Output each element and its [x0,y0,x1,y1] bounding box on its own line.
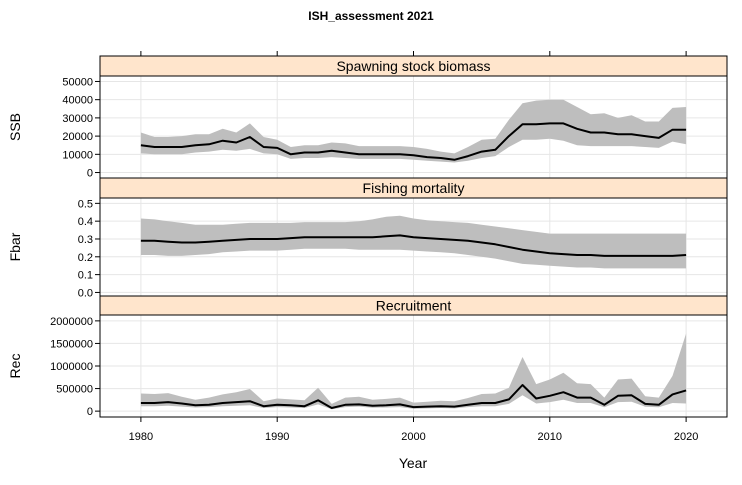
y-tick-label-ssb-2: 20000 [62,131,93,143]
strip-label-rec: Recruitment [376,298,452,314]
y-tick-label-fbar-2: 0.2 [78,252,93,264]
x-tick-label-2: 2000 [401,431,425,443]
median-line-fbar [140,234,687,257]
strip-label-ssb: Spawning stock biomass [336,58,490,74]
panel-ssb: Spawning stock biomass 0 10000 20000 30000 40… [7,55,728,180]
median-line-rec [140,384,687,409]
y-tick-label-ssb-5: 50000 [62,76,93,88]
y-tick-label-rec-4: 2000000 [50,316,93,328]
chart-title: ISH_assessment 2021 [308,9,434,23]
y-tick-label-rec-1: 500000 [56,384,93,396]
y-tick-label-fbar-4: 0.4 [78,216,93,228]
y-tick-label-fbar-5: 0.5 [78,198,93,210]
y-tick-label-rec-0: 0 [87,406,93,418]
strip-label-fbar: Fishing mortality [363,180,465,196]
y-tick-label-ssb-3: 30000 [62,113,93,125]
ci-band-fbar [140,215,687,269]
y-tick-label-fbar-1: 0.1 [78,270,93,282]
x-tick-label-0: 1980 [129,431,153,443]
panel-rec: Recruitment 0 500000 1000000 1500000 2000000 R… [7,295,728,418]
y-axis-title-fbar: Fbar [7,232,23,261]
median-line-ssb [140,122,687,161]
y-tick-label-fbar-0: 0.0 [78,287,93,299]
y-tick-label-fbar-3: 0.3 [78,234,93,246]
y-tick-label-rec-3: 1500000 [50,338,93,350]
y-tick-label-ssb-0: 0 [87,168,93,180]
chart-panels: Spawning stock biomass 0 10000 20000 30000 40… [7,55,728,418]
x-axis-title: Year [399,455,428,471]
y-tick-label-ssb-4: 40000 [62,95,93,107]
x-tick-label-1: 1990 [265,431,289,443]
y-axis-title-ssb: SSB [7,113,23,141]
panel-fbar: Fishing mortality 0.0 0.1 0.2 0.3 0.4 0.5 Fbar [7,177,728,299]
y-tick-label-ssb-1: 10000 [62,149,93,161]
y-tick-label-rec-2: 1000000 [50,361,93,373]
x-tick-label-4: 2020 [674,431,698,443]
x-axis: 1980 1990 2000 2010 2020 [129,51,698,443]
y-axis-title-rec: Rec [7,354,23,379]
ci-band-ssb [140,99,687,163]
ci-band-rec [140,333,687,410]
x-tick-label-3: 2010 [538,431,562,443]
